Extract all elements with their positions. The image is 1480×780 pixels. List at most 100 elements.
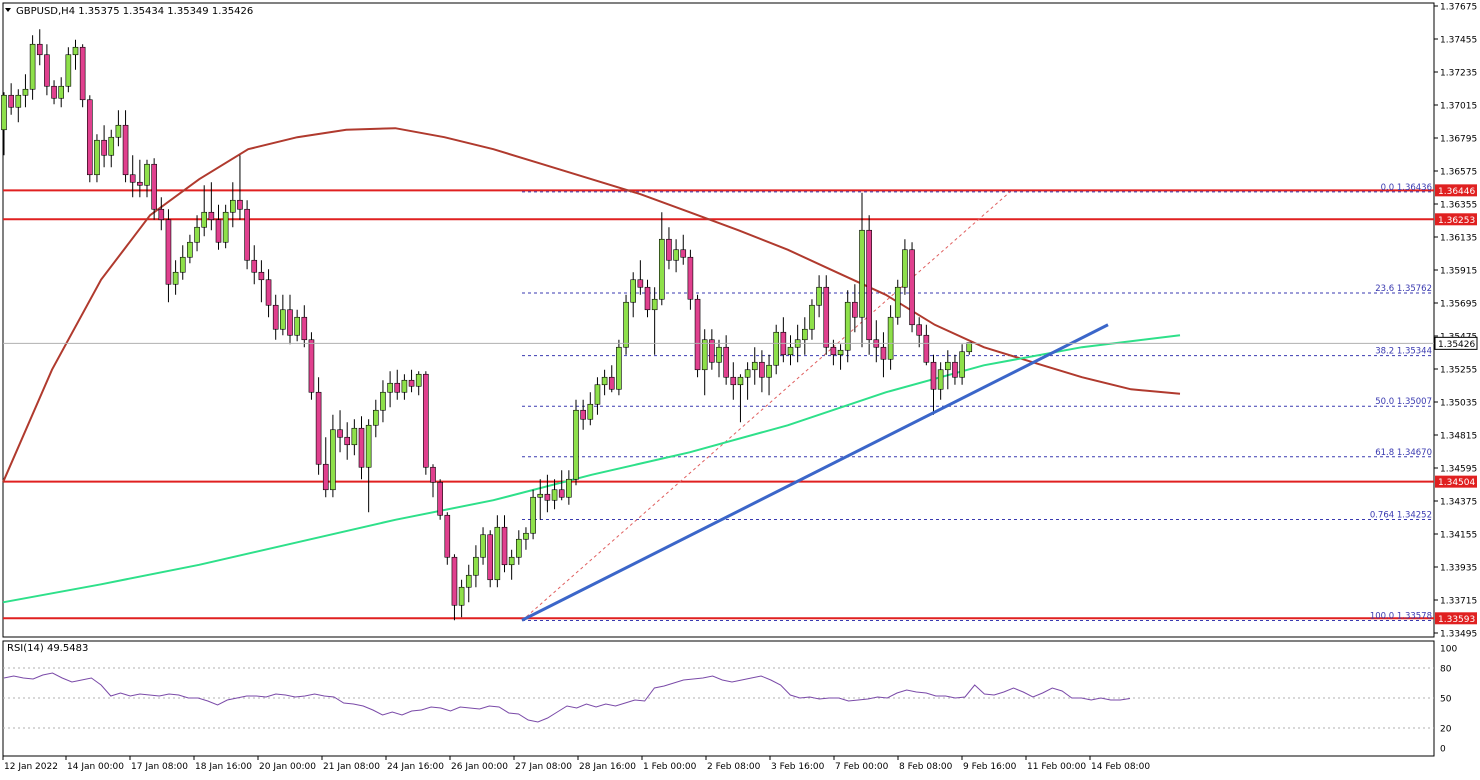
candle[interactable]: [8, 83, 14, 115]
candle[interactable]: [637, 260, 644, 295]
candle[interactable]: [265, 269, 272, 318]
candle[interactable]: [680, 234, 687, 265]
candle[interactable]: [365, 419, 372, 513]
candle[interactable]: [952, 354, 958, 385]
candle[interactable]: [601, 369, 608, 396]
candle[interactable]: [101, 125, 107, 168]
candle[interactable]: [816, 275, 822, 318]
candle[interactable]: [594, 377, 601, 415]
candle[interactable]: [709, 329, 715, 370]
candle[interactable]: [51, 80, 57, 105]
candle[interactable]: [151, 158, 157, 220]
candle[interactable]: [301, 305, 308, 348]
candle[interactable]: [430, 464, 436, 498]
candle[interactable]: [137, 159, 143, 198]
candle[interactable]: [337, 410, 343, 453]
candle[interactable]: [87, 95, 93, 183]
candle[interactable]: [966, 342, 973, 355]
candle[interactable]: [237, 155, 243, 220]
candle[interactable]: [809, 299, 815, 340]
candle[interactable]: [558, 470, 565, 501]
candle[interactable]: [844, 290, 851, 363]
candle[interactable]: [194, 215, 200, 252]
candle[interactable]: [673, 239, 679, 273]
candle[interactable]: [902, 239, 908, 295]
candle[interactable]: [129, 155, 136, 198]
candle[interactable]: [501, 515, 508, 573]
candle[interactable]: [852, 284, 858, 333]
candle[interactable]: [587, 392, 594, 426]
candle[interactable]: [730, 362, 737, 400]
candle[interactable]: [208, 182, 215, 231]
candle[interactable]: [544, 474, 551, 513]
candle[interactable]: [458, 579, 465, 618]
candle[interactable]: [36, 29, 43, 66]
candle[interactable]: [187, 234, 193, 264]
candle[interactable]: [380, 380, 386, 423]
candle[interactable]: [837, 344, 844, 370]
candle[interactable]: [930, 354, 937, 415]
candle[interactable]: [823, 275, 830, 355]
candle[interactable]: [894, 279, 901, 325]
candle[interactable]: [408, 369, 415, 393]
candle[interactable]: [222, 204, 229, 249]
candle[interactable]: [351, 419, 358, 456]
candle[interactable]: [322, 437, 329, 498]
candle[interactable]: [523, 527, 529, 550]
candle[interactable]: [923, 324, 930, 366]
candle[interactable]: [423, 371, 429, 475]
candle[interactable]: [158, 197, 165, 231]
candle[interactable]: [401, 374, 408, 400]
candle[interactable]: [716, 339, 722, 378]
candle[interactable]: [29, 35, 36, 100]
candle[interactable]: [258, 260, 265, 303]
candle[interactable]: [280, 294, 286, 336]
ascending-trendline[interactable]: [521, 323, 1109, 622]
candle[interactable]: [658, 212, 665, 306]
candle[interactable]: [294, 309, 300, 342]
candle[interactable]: [644, 279, 651, 318]
candle[interactable]: [751, 347, 758, 385]
candle[interactable]: [623, 294, 629, 355]
candle[interactable]: [308, 332, 315, 400]
candle[interactable]: [566, 470, 572, 505]
candle[interactable]: [244, 200, 250, 270]
candle[interactable]: [165, 209, 172, 303]
candle[interactable]: [179, 245, 186, 280]
candle[interactable]: [666, 227, 672, 270]
candle[interactable]: [537, 479, 544, 520]
candle[interactable]: [358, 416, 365, 480]
candle[interactable]: [330, 414, 336, 498]
candle[interactable]: [272, 294, 279, 340]
candle[interactable]: [616, 339, 622, 396]
candle[interactable]: [944, 350, 951, 390]
candle[interactable]: [230, 182, 236, 228]
candle[interactable]: [573, 399, 579, 486]
collapse-arrow-icon[interactable]: [5, 8, 11, 12]
candle[interactable]: [687, 249, 694, 310]
candle[interactable]: [773, 324, 780, 375]
candle[interactable]: [72, 39, 79, 70]
candle[interactable]: [287, 294, 293, 345]
candle[interactable]: [508, 549, 515, 580]
candle[interactable]: [15, 89, 22, 123]
candle[interactable]: [801, 317, 808, 355]
candle[interactable]: [737, 374, 744, 423]
candle[interactable]: [65, 47, 72, 93]
candle[interactable]: [344, 422, 351, 460]
candle[interactable]: [515, 530, 522, 565]
candle[interactable]: [866, 215, 872, 355]
candle[interactable]: [909, 242, 915, 333]
candle[interactable]: [437, 479, 443, 520]
candle[interactable]: [315, 377, 322, 475]
candle[interactable]: [122, 110, 129, 183]
candle[interactable]: [859, 192, 865, 348]
candle[interactable]: [473, 545, 479, 588]
candle[interactable]: [608, 365, 615, 393]
candle[interactable]: [22, 74, 29, 108]
candle[interactable]: [201, 185, 207, 237]
candle[interactable]: [394, 369, 401, 400]
candle[interactable]: [551, 479, 558, 510]
candle[interactable]: [759, 350, 765, 393]
